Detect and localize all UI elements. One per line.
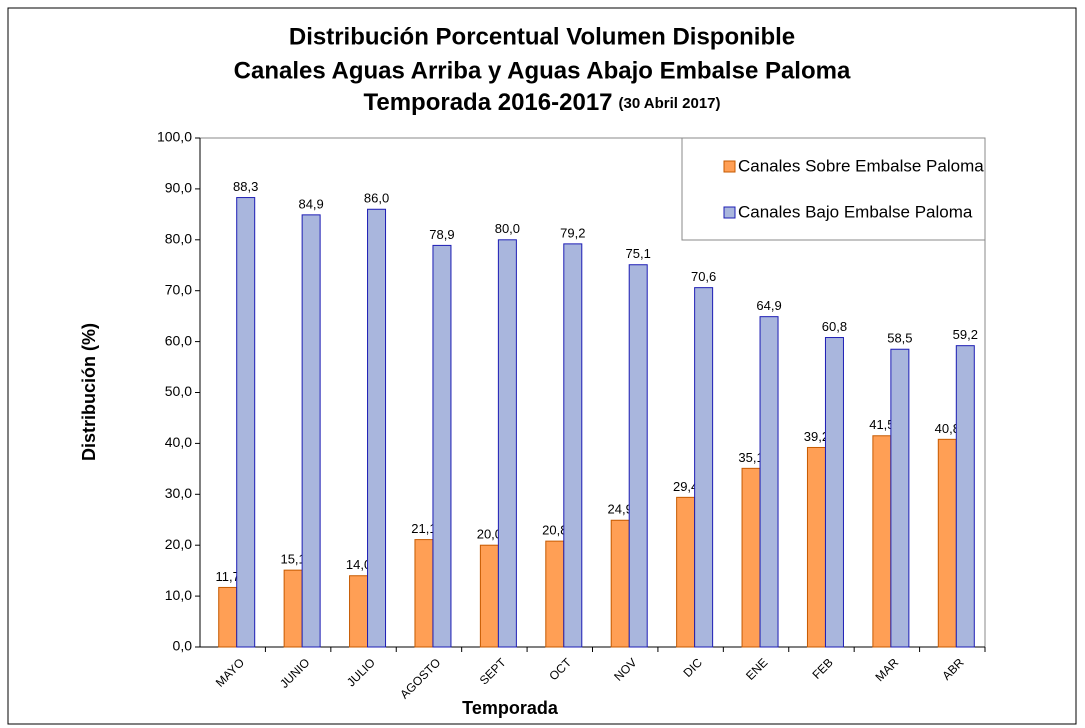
bar [610,519,630,648]
bar [367,208,387,648]
bar [890,348,910,648]
data-label: 60,8 [822,319,847,334]
data-label: 21,1 [411,521,436,536]
data-label: 40,8 [935,421,960,436]
bar [955,345,975,648]
data-label: 88,3 [233,179,258,194]
bar [236,197,256,648]
bar [218,586,238,648]
y-tick-label: 60,0 [165,332,192,348]
legend-swatch [723,160,736,173]
data-label: 35,1 [738,450,763,465]
bar [497,239,517,648]
chart-title: Distribución Porcentual Volumen Disponib… [289,23,795,50]
legend-box [681,137,986,241]
data-label: 39,2 [804,429,829,444]
x-axis-title: Temporada [462,698,559,718]
chart-title: Temporada 2016-2017 [363,89,612,116]
data-label: 41,5 [869,417,894,432]
data-label: 64,9 [756,298,781,313]
bar [479,544,499,648]
y-tick-label: 50,0 [165,383,192,399]
legend-label: Canales Sobre Embalse Paloma [738,156,984,175]
data-label: 78,9 [429,227,454,242]
data-label: 75,1 [626,246,651,261]
bar [349,575,369,648]
data-label: 70,6 [691,269,716,284]
data-label: 29,4 [673,479,698,494]
legend-label: Canales Bajo Embalse Paloma [738,202,973,221]
y-tick-label: 30,0 [165,485,192,501]
data-label: 59,2 [953,327,978,342]
bar [759,316,779,648]
y-tick-label: 40,0 [165,434,192,450]
legend-swatch [723,206,736,219]
data-label: 14,0 [346,557,371,572]
bar [694,287,714,648]
data-label: 58,5 [887,331,912,346]
y-tick-label: 70,0 [165,281,192,297]
bar [824,337,844,648]
bar [283,569,303,648]
bar [545,540,565,648]
chart-title: Temporada 2016-2017 (30 Abril 2017) [363,89,720,116]
data-label: 24,9 [608,502,633,517]
chart-title: Canales Aguas Arriba y Aguas Abajo Embal… [234,57,851,84]
chart-subtitle: (30 Abril 2017) [619,95,721,112]
y-tick-label: 10,0 [165,587,192,603]
y-tick-label: 20,0 [165,536,192,552]
bar [563,243,583,648]
data-label: 15,1 [280,552,305,567]
bar [414,539,434,648]
data-label: 84,9 [298,196,323,211]
y-tick-label: 100,0 [157,129,192,145]
y-axis-title: Distribución (%) [79,323,99,461]
data-label: 20,0 [477,527,502,542]
data-label: 80,0 [495,221,520,236]
bar [872,435,892,648]
data-label: 79,2 [560,225,585,240]
y-tick-label: 90,0 [165,180,192,196]
bar [937,438,957,648]
bar [628,264,648,648]
bar [676,496,696,648]
data-label: 86,0 [364,191,389,206]
bar [806,446,826,648]
data-label: 20,8 [542,523,567,538]
bar [741,467,761,648]
y-tick-label: 80,0 [165,231,192,247]
y-tick-label: 0,0 [173,638,193,654]
bar [301,214,321,648]
data-label: 11,7 [216,569,240,584]
bar [432,244,452,648]
